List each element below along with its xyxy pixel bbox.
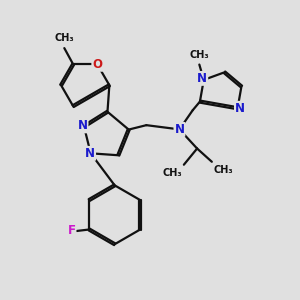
Text: N: N — [77, 119, 88, 132]
Text: N: N — [85, 147, 95, 160]
Text: N: N — [197, 72, 207, 85]
Text: O: O — [92, 58, 102, 71]
Text: N: N — [235, 102, 245, 115]
Text: CH₃: CH₃ — [55, 33, 74, 43]
Text: N: N — [174, 123, 184, 136]
Text: CH₃: CH₃ — [163, 168, 182, 178]
Text: F: F — [68, 224, 76, 238]
Text: CH₃: CH₃ — [190, 50, 209, 60]
Text: CH₃: CH₃ — [213, 165, 233, 175]
